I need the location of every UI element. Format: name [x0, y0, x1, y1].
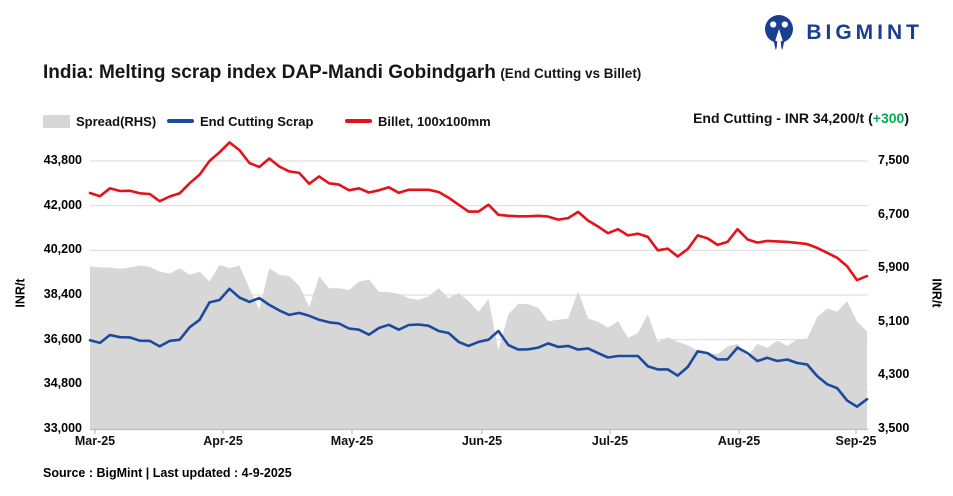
x-axis-label: Aug-25 [717, 434, 761, 448]
x-axis-label: Jun-25 [461, 434, 503, 448]
left-axis-tick: 43,800 [43, 153, 82, 167]
left-axis-tick: 38,400 [43, 287, 82, 301]
left-axis-tick: 40,200 [43, 242, 82, 256]
left-axis-tick: 34,800 [43, 376, 82, 390]
right-axis-title: INR/t [929, 278, 944, 308]
legend-item-spread: Spread(RHS) [43, 112, 156, 130]
left-axis-tick: 33,000 [43, 421, 82, 435]
right-axis-tick: 7,500 [878, 153, 910, 167]
latest-value-annotation: End Cutting - INR 34,200/t (+300) [693, 110, 909, 126]
spread-area-swatch [43, 114, 70, 128]
end-cutting-line-swatch [167, 119, 194, 123]
bigmint-logo: BIGMINT [760, 13, 923, 53]
chart-title: India: Melting scrap index DAP-Mandi Gob… [43, 62, 641, 84]
billet-line-swatch [345, 119, 372, 123]
spread-area [90, 264, 867, 429]
right-axis-tick: 5,100 [878, 314, 910, 328]
end-cutting-line [88, 287, 869, 408]
annotation-change: +300 [872, 110, 905, 126]
x-axis-label: Sep-25 [835, 434, 877, 448]
left-axis-tick: 36,600 [43, 332, 82, 346]
legend-label-billet: Billet, 100x100mm [378, 113, 491, 129]
legend-item-end-cutting: End Cutting Scrap [167, 112, 313, 130]
bigmint-logo-icon [765, 15, 794, 50]
x-axis-label: Apr-25 [203, 434, 243, 448]
legend-item-billet: Billet, 100x100mm [345, 112, 491, 130]
chart-title-sub: (End Cutting vs Billet) [500, 66, 642, 81]
right-axis-tick: 3,500 [878, 421, 910, 435]
legend-label-end-cutting: End Cutting Scrap [200, 113, 314, 129]
left-axis-tick: 42,000 [43, 198, 82, 212]
annotation-text: End Cutting - INR 34,200/t ( [693, 110, 873, 126]
x-axis-label: Mar-25 [74, 434, 116, 448]
x-axis-label: May-25 [330, 434, 374, 448]
right-axis-tick: 4,300 [878, 367, 910, 381]
x-axis-label: Jul-25 [591, 434, 629, 448]
legend-label-spread: Spread(RHS) [76, 113, 157, 129]
billet-line [88, 141, 869, 282]
chart-title-main: India: Melting scrap index DAP-Mandi Gob… [43, 62, 496, 83]
bigmint-logo-text: BIGMINT [806, 21, 923, 44]
right-axis-tick: 6,700 [878, 207, 910, 221]
right-axis-tick: 5,900 [878, 260, 910, 274]
source-note: Source : BigMint | Last updated : 4-9-20… [43, 466, 292, 480]
